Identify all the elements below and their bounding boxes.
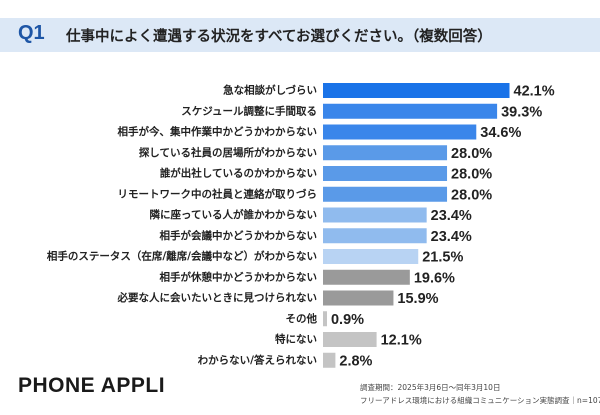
survey-name: フリーアドレス環境における組織コミュニケーション実態調査｜n=107 (360, 396, 600, 405)
survey-period: 調査期間：2025年3月6日～同年3月10日 (360, 383, 501, 392)
brand-logo: PHONE APPLI (18, 374, 166, 397)
category-label: スケジュール調整に手間取る (181, 104, 317, 117)
category-label: 急な相談がしづらい (223, 84, 317, 97)
value-label: 15.9% (397, 291, 438, 307)
bar (323, 103, 498, 119)
value-label: 28.0% (451, 187, 492, 203)
bar (323, 228, 427, 244)
value-label: 19.6% (414, 270, 455, 286)
value-label: 23.4% (431, 229, 472, 245)
bar (323, 269, 410, 285)
category-label: 相手が今、集中作業中かどうかわからない (118, 125, 318, 138)
value-label: 21.5% (422, 250, 463, 266)
value-label: 39.3% (501, 104, 542, 120)
value-label: 2.8% (339, 353, 372, 369)
value-label: 28.0% (451, 167, 492, 183)
category-label: 必要な人に会いたいときに見つけられない (117, 291, 318, 304)
bar (323, 124, 477, 140)
bar (323, 166, 448, 181)
value-label: 12.1% (381, 333, 422, 349)
bar (323, 352, 336, 368)
value-label: 42.1% (514, 84, 555, 100)
category-label: 相手が会議中かどうかわからない (160, 229, 318, 242)
value-label: 0.9% (331, 312, 364, 328)
category-label: 特にない (275, 333, 317, 346)
bar (323, 186, 448, 202)
bar (323, 332, 377, 347)
bar (323, 311, 327, 327)
question-number: Q1 (18, 22, 45, 44)
category-label: その他 (286, 312, 318, 325)
bar (323, 207, 427, 223)
question-header-band (0, 18, 600, 52)
bar (323, 83, 510, 98)
category-label: 隣に座っている人が誰かわからない (150, 208, 317, 221)
value-label: 28.0% (451, 146, 492, 162)
value-label: 34.6% (480, 125, 521, 141)
category-label: リモートワーク中の社員と連絡が取りづら (118, 187, 318, 200)
bar (323, 145, 448, 161)
category-label: 誰が出社しているのかわからない (160, 167, 317, 180)
bar (323, 290, 394, 306)
value-label: 23.4% (431, 208, 472, 224)
category-label: わからない/答えられない (198, 353, 317, 366)
bar (323, 249, 419, 264)
question-text: 仕事中によく遭遇する状況をすべてお選びください。（複数回答） (66, 29, 492, 45)
category-label: 探している社員の居場所がわからない (139, 146, 317, 159)
category-label: 相手が休憩中かどうかわからない (160, 270, 318, 283)
category-label: 相手のステータス（在席/離席/会議中など）がわからない (47, 250, 317, 263)
